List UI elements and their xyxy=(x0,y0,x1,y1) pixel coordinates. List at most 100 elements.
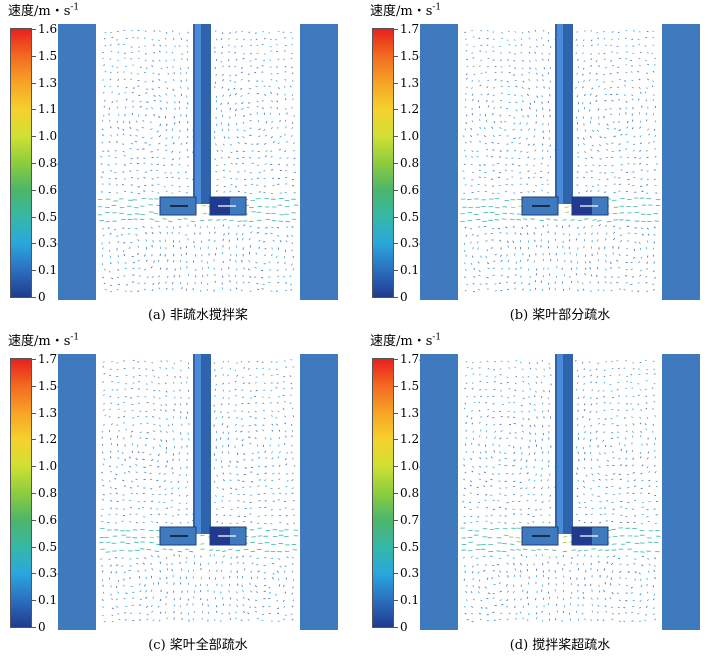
velocity-vector xyxy=(520,38,523,40)
velocity-vector xyxy=(522,417,525,420)
velocity-vector xyxy=(235,287,238,290)
velocity-vector xyxy=(271,120,273,124)
velocity-vector xyxy=(533,563,535,566)
velocity-vector xyxy=(603,381,606,384)
shaft-highlight xyxy=(195,24,201,204)
velocity-vector xyxy=(227,360,230,363)
velocity-vector xyxy=(135,464,138,466)
velocity-vector xyxy=(583,39,585,42)
velocity-vector xyxy=(654,155,657,158)
velocity-vector xyxy=(171,562,173,566)
velocity-vector xyxy=(104,414,107,417)
velocity-vector xyxy=(145,375,148,377)
velocity-vector xyxy=(103,389,106,392)
velocity-vector xyxy=(638,572,641,575)
velocity-vector xyxy=(522,548,528,551)
velocity-vector xyxy=(184,548,190,551)
velocity-vector xyxy=(535,473,538,476)
colorbar-tick-mark xyxy=(394,573,398,575)
velocity-vector xyxy=(229,280,231,283)
velocity-vector xyxy=(180,382,182,385)
velocity-vector xyxy=(578,219,583,221)
velocity-vector xyxy=(521,67,524,70)
velocity-vector xyxy=(157,605,160,608)
velocity-vector xyxy=(479,429,482,432)
velocity-vector xyxy=(533,466,535,469)
velocity-vector xyxy=(605,44,607,47)
velocity-vector xyxy=(520,266,522,269)
velocity-vector xyxy=(171,30,174,33)
velocity-vector xyxy=(508,612,511,615)
velocity-vector xyxy=(236,157,239,160)
velocity-vector xyxy=(617,120,620,124)
velocity-vector xyxy=(542,58,544,61)
velocity-vector xyxy=(220,619,222,623)
velocity-vector xyxy=(285,141,288,143)
velocity-vector xyxy=(476,150,479,153)
velocity-vector xyxy=(136,253,139,256)
velocity-vector xyxy=(103,458,106,461)
velocity-vector xyxy=(165,149,168,152)
velocity-vector xyxy=(230,562,232,566)
velocity-vector xyxy=(241,108,244,111)
velocity-vector xyxy=(477,99,480,103)
velocity-vector xyxy=(123,253,126,257)
velocity-vector xyxy=(519,259,522,263)
velocity-vector xyxy=(520,437,524,440)
velocity-vector xyxy=(122,479,125,482)
velocity-vector xyxy=(221,550,227,552)
velocity-vector xyxy=(648,563,651,566)
velocity-vector xyxy=(469,480,472,482)
velocity-vector xyxy=(230,163,233,165)
velocity-vector xyxy=(186,494,188,497)
velocity-vector xyxy=(109,564,112,567)
velocity-vector xyxy=(652,408,654,410)
velocity-vector xyxy=(240,45,243,48)
velocity-vector xyxy=(464,402,467,405)
velocity-vector xyxy=(655,485,658,488)
velocity-vector xyxy=(532,493,535,496)
velocity-vector xyxy=(463,407,466,410)
velocity-vector xyxy=(223,233,225,236)
velocity-vector xyxy=(582,415,584,418)
velocity-vector xyxy=(512,522,515,525)
velocity-vector xyxy=(494,436,496,439)
velocity-vector xyxy=(247,368,250,370)
velocity-vector xyxy=(648,470,651,473)
velocity-vector xyxy=(109,456,112,459)
velocity-vector xyxy=(222,488,225,491)
velocity-vector xyxy=(583,437,585,440)
velocity-vector xyxy=(533,157,536,160)
velocity-vector xyxy=(220,102,222,106)
velocity-vector xyxy=(278,87,280,90)
velocity-vector xyxy=(111,389,114,391)
velocity-vector xyxy=(271,100,273,103)
velocity-vector xyxy=(626,141,629,143)
velocity-vector xyxy=(513,411,516,413)
velocity-vector xyxy=(471,422,474,425)
colorbar-tick-mark xyxy=(394,29,398,30)
velocity-vector xyxy=(291,605,294,608)
velocity-vector xyxy=(490,478,493,481)
velocity-vector xyxy=(111,91,113,94)
velocity-vector xyxy=(290,382,293,385)
velocity-vector xyxy=(229,191,232,193)
velocity-vector xyxy=(639,416,642,419)
velocity-vector xyxy=(146,276,149,279)
velocity-vector xyxy=(486,415,489,417)
velocity-vector xyxy=(284,44,287,47)
velocity-vector xyxy=(129,147,132,150)
velocity-vector xyxy=(589,109,591,112)
velocity-vector xyxy=(208,219,213,221)
velocity-vector xyxy=(583,368,586,371)
velocity-vector xyxy=(514,31,517,33)
velocity-vector xyxy=(597,239,599,242)
velocity-vector xyxy=(541,467,543,470)
velocity-vector xyxy=(588,79,591,82)
velocity-vector xyxy=(159,598,162,602)
velocity-vector xyxy=(582,282,584,285)
velocity-vector xyxy=(640,584,643,588)
velocity-vector xyxy=(645,87,648,90)
velocity-vector xyxy=(173,275,175,278)
velocity-vector xyxy=(585,171,588,173)
